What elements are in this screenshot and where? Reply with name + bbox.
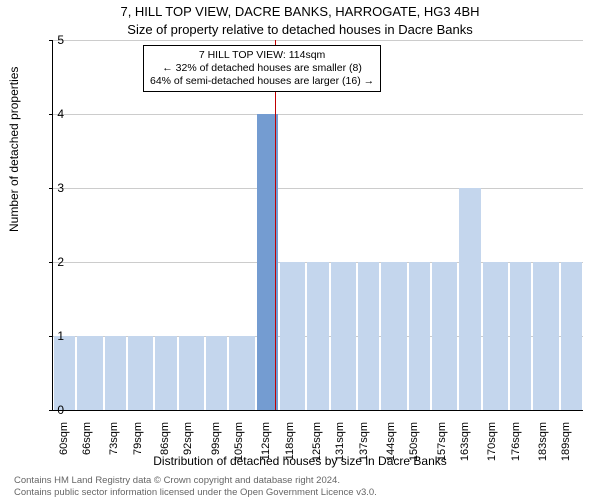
histogram-bar — [206, 336, 227, 410]
histogram-bar — [229, 336, 254, 410]
histogram-bar — [561, 262, 582, 410]
reference-line — [275, 40, 276, 410]
histogram-bar — [483, 262, 508, 410]
xtick-label: 92sqm — [182, 422, 194, 472]
histogram-bar — [331, 262, 356, 410]
footer-line1: Contains HM Land Registry data © Crown c… — [14, 475, 377, 486]
histogram-bar — [155, 336, 176, 410]
xtick-label: 118sqm — [284, 422, 296, 472]
xtick-label: 131sqm — [334, 422, 346, 472]
ytick-label: 5 — [44, 33, 64, 47]
xtick-label: 163sqm — [459, 422, 471, 472]
ytick-label: 3 — [44, 181, 64, 195]
footer-line2: Contains public sector information licen… — [14, 487, 377, 498]
histogram-bar — [533, 262, 558, 410]
annotation-line1: 7 HILL TOP VIEW: 114sqm — [150, 49, 374, 62]
xtick-label: 125sqm — [311, 422, 323, 472]
annotation-line3: 64% of semi-detached houses are larger (… — [150, 75, 374, 88]
xtick-label: 105sqm — [233, 422, 245, 472]
histogram-bar — [105, 336, 126, 410]
xtick-label: 66sqm — [81, 422, 93, 472]
gridline — [53, 114, 583, 115]
histogram-bar — [54, 336, 75, 410]
histogram-bar — [280, 262, 305, 410]
xtick-label: 137sqm — [358, 422, 370, 472]
histogram-bar — [409, 262, 430, 410]
chart-title-line1: 7, HILL TOP VIEW, DACRE BANKS, HARROGATE… — [0, 4, 600, 19]
xtick-label: 79sqm — [132, 422, 144, 472]
xtick-label: 86sqm — [159, 422, 171, 472]
annotation-box: 7 HILL TOP VIEW: 114sqm ← 32% of detache… — [143, 45, 381, 92]
histogram-bar — [432, 262, 457, 410]
histogram-bar — [459, 188, 480, 410]
ytick-label: 4 — [44, 107, 64, 121]
xtick-label: 157sqm — [436, 422, 448, 472]
xtick-label: 99sqm — [210, 422, 222, 472]
histogram-bar — [307, 262, 328, 410]
xtick-label: 189sqm — [560, 422, 572, 472]
ytick-label: 1 — [44, 329, 64, 343]
gridline — [53, 40, 583, 41]
footer-text: Contains HM Land Registry data © Crown c… — [14, 475, 377, 498]
histogram-bar — [77, 336, 102, 410]
xtick-label: 60sqm — [58, 422, 70, 472]
xtick-label: 112sqm — [260, 422, 272, 472]
chart-title-line2: Size of property relative to detached ho… — [0, 22, 600, 37]
xtick-label: 73sqm — [108, 422, 120, 472]
xtick-label: 150sqm — [408, 422, 420, 472]
histogram-bar — [128, 336, 153, 410]
histogram-bar — [381, 262, 406, 410]
chart-container: 7, HILL TOP VIEW, DACRE BANKS, HARROGATE… — [0, 0, 600, 500]
y-axis-label: Number of detached properties — [7, 67, 21, 232]
plot-area: 7 HILL TOP VIEW: 114sqm ← 32% of detache… — [52, 40, 583, 411]
xtick-label: 170sqm — [486, 422, 498, 472]
xtick-label: 144sqm — [385, 422, 397, 472]
ytick-label: 2 — [44, 255, 64, 269]
annotation-line2: ← 32% of detached houses are smaller (8) — [150, 62, 374, 75]
histogram-bar — [510, 262, 531, 410]
histogram-bar — [179, 336, 204, 410]
xtick-label: 183sqm — [537, 422, 549, 472]
xtick-label: 176sqm — [510, 422, 522, 472]
ytick-label: 0 — [44, 403, 64, 417]
histogram-bar — [358, 262, 379, 410]
gridline — [53, 188, 583, 189]
